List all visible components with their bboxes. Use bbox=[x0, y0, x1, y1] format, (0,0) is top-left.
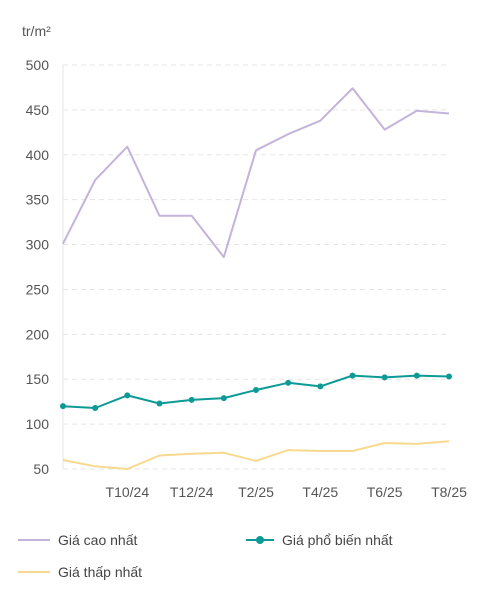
series-lines bbox=[60, 87, 452, 470]
y-tick-label: 500 bbox=[26, 57, 50, 73]
y-tick-label: 450 bbox=[26, 102, 50, 118]
y-tick-label: 400 bbox=[26, 147, 50, 163]
y-tick-label: 150 bbox=[26, 371, 50, 387]
data-point bbox=[124, 392, 131, 399]
series-group-2 bbox=[60, 372, 452, 411]
data-point bbox=[188, 396, 195, 403]
data-point bbox=[253, 386, 259, 393]
data-point bbox=[92, 404, 99, 411]
y-tick-label: 300 bbox=[26, 237, 50, 253]
x-tick-label: T4/25 bbox=[302, 484, 338, 500]
data-point bbox=[156, 400, 163, 407]
x-tick-label: T10/24 bbox=[106, 484, 150, 500]
x-tick-label: T8/25 bbox=[431, 484, 467, 500]
series-line-1 bbox=[62, 87, 450, 259]
grid-lines bbox=[62, 64, 449, 470]
legend-item-3: Giá thấp nhất bbox=[18, 564, 142, 580]
x-tick-label: T2/25 bbox=[238, 484, 274, 500]
y-tick-label: 50 bbox=[33, 461, 49, 477]
data-point bbox=[446, 373, 452, 380]
series-group-1 bbox=[62, 87, 450, 259]
data-point bbox=[317, 383, 324, 390]
y-axis-ticks: 50 100 150 200 250 300 350 400 450 500 bbox=[26, 57, 50, 477]
data-point bbox=[381, 374, 388, 381]
legend-label: Giá cao nhất bbox=[58, 532, 137, 548]
data-point bbox=[285, 379, 292, 386]
y-tick-label: 350 bbox=[26, 192, 50, 208]
legend-item-2: Giá phổ biến nhất bbox=[246, 532, 393, 548]
series-line-3 bbox=[62, 440, 450, 470]
data-point bbox=[220, 395, 227, 402]
legend-swatch-marker bbox=[256, 536, 264, 544]
x-tick-label: T6/25 bbox=[367, 484, 403, 500]
legend-label: Giá thấp nhất bbox=[58, 564, 142, 580]
y-tick-label: 100 bbox=[26, 416, 50, 432]
series-group-3 bbox=[62, 440, 450, 470]
data-point bbox=[60, 403, 66, 410]
legend-item-1: Giá cao nhất bbox=[18, 532, 137, 548]
data-point bbox=[349, 372, 356, 379]
y-tick-label: 250 bbox=[26, 281, 50, 297]
legend: Giá cao nhất Giá phổ biến nhất Giá thấp nh… bbox=[18, 532, 393, 580]
data-point bbox=[413, 372, 420, 379]
legend-label: Giá phổ biến nhất bbox=[282, 532, 393, 548]
y-axis-unit-label: tr/m² bbox=[22, 23, 51, 39]
x-axis-ticks: T10/24 T12/24 T2/25 T4/25 T6/25 T8/25 bbox=[106, 484, 468, 500]
y-tick-label: 200 bbox=[26, 326, 50, 342]
x-tick-label: T12/24 bbox=[170, 484, 214, 500]
